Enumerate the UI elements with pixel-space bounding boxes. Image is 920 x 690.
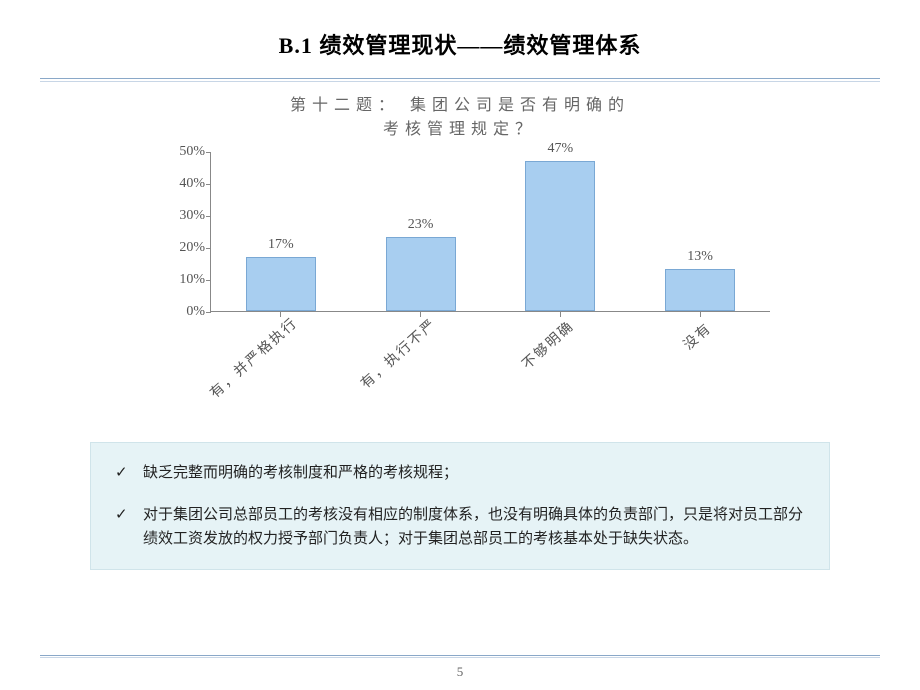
- note-text: 缺乏完整而明确的考核制度和严格的考核规程；: [143, 461, 458, 485]
- page-title: B.1 绩效管理现状——绩效管理体系: [0, 0, 920, 78]
- y-tick-label: 50%: [179, 144, 205, 160]
- y-tick-label: 30%: [179, 208, 205, 224]
- checkmark-icon: ✓: [115, 461, 143, 485]
- footer-divider: [40, 655, 880, 656]
- y-tick-label: 40%: [179, 176, 205, 192]
- bar: [665, 269, 735, 311]
- bar: [386, 237, 456, 311]
- chart-title-line2: 考核管理规定？: [383, 121, 537, 138]
- note-item: ✓缺乏完整而明确的考核制度和严格的考核规程；: [115, 461, 805, 485]
- x-axis-labels: 有，并严格执行有，执行不严不够明确没有: [210, 312, 770, 412]
- y-tick-mark: [206, 280, 211, 281]
- y-tick-mark: [206, 152, 211, 153]
- bar: [525, 161, 595, 311]
- chart-title: 第十二题： 集团公司是否有明确的 考核管理规定？: [140, 94, 780, 142]
- title-divider-light: [40, 81, 880, 82]
- bar-value-label: 23%: [408, 217, 434, 233]
- footer-divider-light: [40, 657, 880, 658]
- y-tick-mark: [206, 216, 211, 217]
- plot-region: 17%23%47%13%: [210, 152, 770, 312]
- x-tick-mark: [280, 312, 281, 317]
- notes-box: ✓缺乏完整而明确的考核制度和严格的考核规程；✓对于集团公司总部员工的考核没有相应…: [90, 442, 830, 570]
- x-tick-mark: [700, 312, 701, 317]
- x-tick-label: 没有: [679, 318, 716, 354]
- y-tick-label: 0%: [186, 304, 205, 320]
- chart-plot-area: 0%10%20%30%40%50% 17%23%47%13%: [210, 152, 770, 312]
- bar-value-label: 13%: [687, 249, 713, 265]
- x-tick-label: 有，执行不严: [356, 314, 441, 393]
- x-tick-label: 有，并严格执行: [205, 313, 302, 403]
- bar-value-label: 17%: [268, 237, 294, 253]
- bar-value-label: 47%: [548, 141, 574, 157]
- y-tick-mark: [206, 184, 211, 185]
- x-tick-mark: [560, 312, 561, 317]
- bar: [246, 257, 316, 311]
- y-tick-mark: [206, 248, 211, 249]
- chart-title-line1: 第十二题： 集团公司是否有明确的: [290, 97, 630, 114]
- x-tick-label: 不够明确: [517, 316, 578, 374]
- note-text: 对于集团公司总部员工的考核没有相应的制度体系，也没有明确具体的负责部门，只是将对…: [143, 503, 805, 551]
- y-tick-label: 20%: [179, 240, 205, 256]
- bar-chart: 第十二题： 集团公司是否有明确的 考核管理规定？ 0% 10% 20% 30% 40% 5…: [140, 94, 780, 412]
- y-axis: 0%10%20%30%40%50%: [150, 152, 205, 312]
- page-number: 5: [0, 664, 920, 680]
- x-tick-mark: [420, 312, 421, 317]
- y-tick-label: 10%: [179, 272, 205, 288]
- title-divider: [40, 78, 880, 79]
- note-item: ✓对于集团公司总部员工的考核没有相应的制度体系，也没有明确具体的负责部门，只是将…: [115, 503, 805, 551]
- checkmark-icon: ✓: [115, 503, 143, 551]
